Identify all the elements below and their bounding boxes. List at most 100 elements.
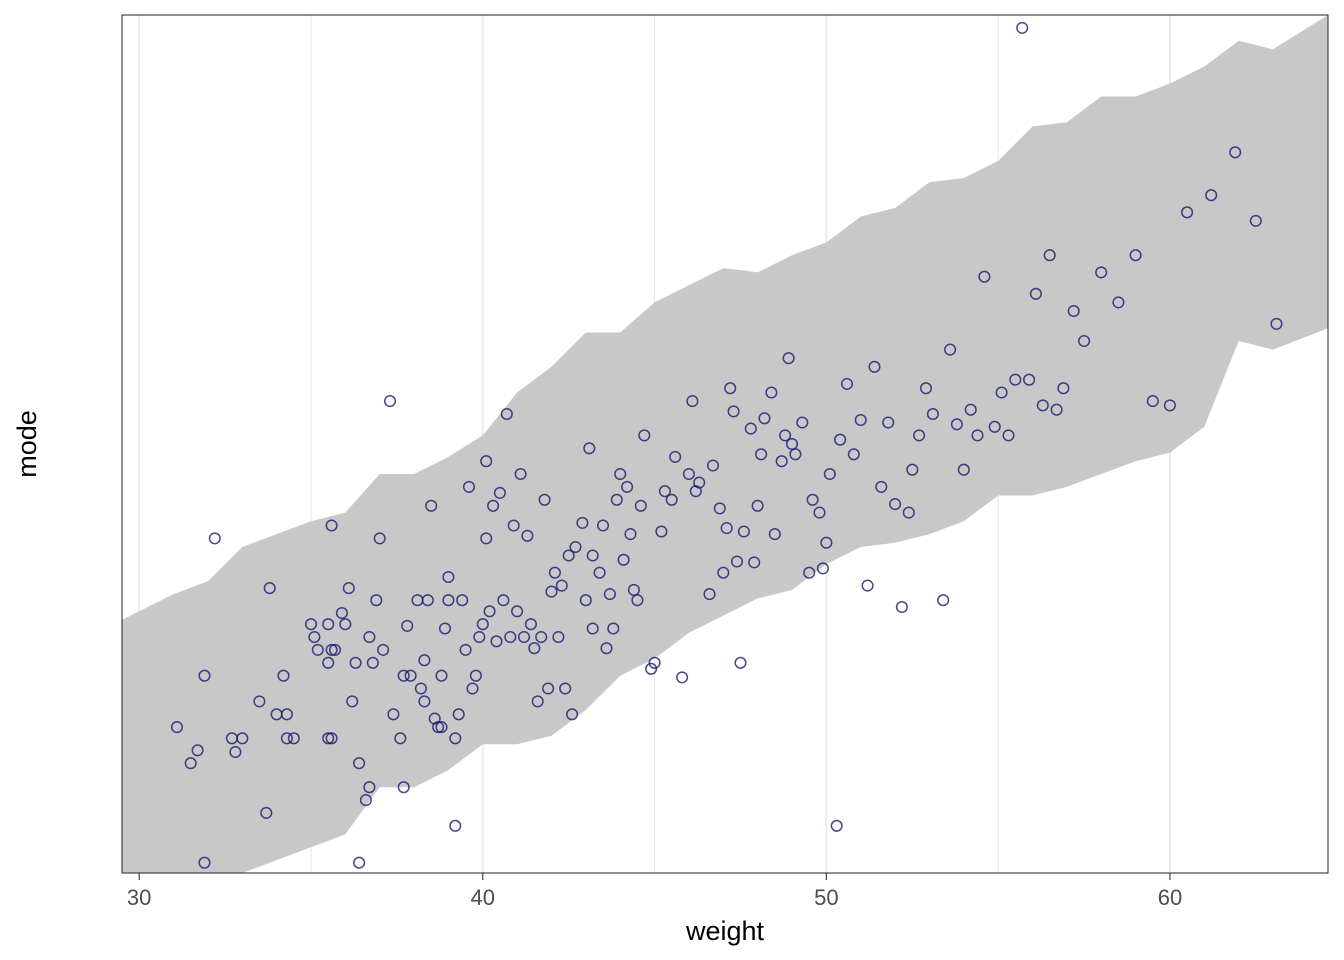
data-point	[645, 662, 658, 675]
data-point	[882, 416, 895, 429]
data-point	[552, 630, 565, 644]
data-point	[1078, 334, 1091, 348]
data-point	[868, 360, 881, 373]
data-point	[737, 525, 750, 538]
data-point	[816, 562, 829, 575]
data-point	[1036, 399, 1049, 412]
data-point	[1002, 429, 1015, 442]
data-point	[1067, 304, 1080, 318]
data-point	[325, 643, 338, 656]
data-point	[937, 594, 950, 607]
data-point	[775, 455, 788, 468]
data-point	[603, 588, 616, 601]
data-point	[260, 806, 273, 819]
data-point	[579, 594, 592, 607]
data-point	[957, 463, 970, 476]
data-point	[586, 622, 599, 635]
data-point	[383, 395, 397, 408]
data-point	[847, 448, 860, 461]
data-point	[363, 630, 376, 644]
data-point	[531, 695, 544, 708]
data-point	[631, 594, 644, 607]
data-point	[1016, 21, 1029, 34]
data-point	[370, 594, 383, 607]
data-point	[490, 635, 503, 648]
data-point	[586, 549, 599, 562]
data-point	[706, 459, 720, 472]
data-point	[964, 403, 977, 416]
data-point	[734, 656, 747, 669]
data-point	[944, 343, 957, 356]
data-point	[1043, 249, 1056, 262]
data-point	[1112, 296, 1125, 309]
data-point	[263, 582, 276, 595]
data-point	[359, 794, 372, 807]
data-point	[669, 450, 682, 463]
data-point	[438, 622, 452, 635]
data-point	[889, 498, 902, 511]
data-point	[1146, 395, 1159, 408]
data-point	[796, 416, 809, 429]
data-point	[717, 566, 730, 579]
plot-panel-border	[121, 14, 1329, 874]
x-axis-title: weight	[685, 916, 765, 946]
data-point	[559, 682, 572, 695]
data-point	[435, 669, 448, 682]
data-point	[363, 781, 376, 794]
data-point	[648, 656, 661, 669]
data-point	[617, 553, 630, 566]
data-point	[634, 499, 647, 512]
x-tick-label: 50	[814, 885, 838, 910]
data-point	[191, 744, 204, 757]
data-point	[542, 682, 555, 695]
data-point	[713, 502, 726, 515]
data-point	[322, 656, 335, 669]
data-point	[744, 422, 757, 435]
data-point	[304, 618, 318, 631]
data-point	[1229, 146, 1242, 159]
data-point	[349, 656, 362, 669]
data-point	[1029, 287, 1042, 300]
data-point	[548, 566, 561, 579]
data-point	[198, 669, 211, 682]
data-point	[435, 721, 448, 734]
data-point	[861, 579, 874, 592]
data-point	[401, 619, 414, 632]
prediction-band	[122, 15, 1328, 873]
data-point	[593, 566, 606, 579]
data-point	[988, 420, 1001, 433]
data-point	[504, 630, 517, 644]
data-point	[950, 418, 963, 431]
data-point	[425, 499, 438, 512]
data-point	[995, 386, 1008, 399]
data-point	[875, 480, 888, 493]
data-point	[373, 532, 386, 545]
data-point	[906, 463, 919, 476]
data-point	[576, 516, 589, 529]
data-point	[1205, 189, 1218, 202]
data-point	[277, 669, 290, 682]
data-point	[919, 382, 933, 395]
x-tick-label: 60	[1158, 885, 1182, 910]
data-point	[566, 708, 579, 721]
data-point	[768, 528, 781, 541]
data-point	[198, 856, 211, 869]
data-point	[521, 529, 534, 542]
data-point	[353, 856, 366, 869]
data-point	[442, 570, 455, 584]
data-point	[462, 480, 476, 493]
data-point	[751, 499, 764, 512]
data-point	[397, 781, 410, 794]
data-point	[978, 270, 991, 283]
data-point	[748, 556, 761, 569]
data-point	[449, 732, 462, 745]
data-point	[387, 708, 400, 721]
data-point	[418, 654, 431, 667]
data-point	[624, 528, 637, 541]
data-point	[627, 583, 640, 596]
data-point	[397, 669, 410, 682]
data-point	[655, 525, 668, 538]
data-point	[414, 682, 427, 695]
data-point	[452, 708, 465, 721]
data-point	[184, 757, 197, 770]
